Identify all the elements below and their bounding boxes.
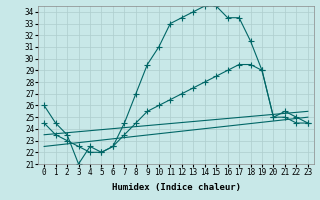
X-axis label: Humidex (Indice chaleur): Humidex (Indice chaleur) bbox=[111, 183, 241, 192]
